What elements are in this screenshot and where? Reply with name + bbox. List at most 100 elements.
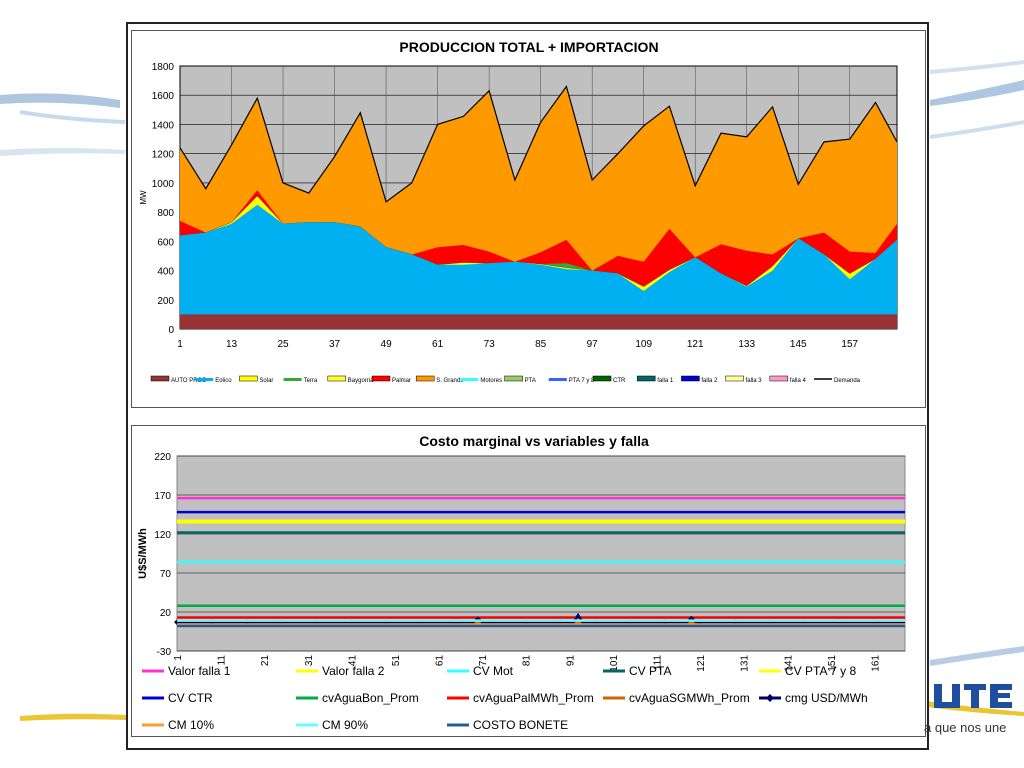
y-tick-label: 170 bbox=[154, 491, 171, 502]
x-tick-label: 109 bbox=[635, 339, 652, 350]
y-tick-label: 1800 bbox=[152, 62, 175, 73]
y-tick-label: -30 bbox=[157, 647, 172, 658]
legend-swatch bbox=[725, 375, 744, 382]
y-tick-label: 1400 bbox=[152, 120, 175, 131]
legend-label: cvAguaPalMWh_Prom bbox=[473, 691, 594, 705]
legend-label: CV Mot bbox=[473, 664, 514, 678]
legend-label: Motores bbox=[480, 378, 502, 384]
legend-label: cmg USD/MWh bbox=[785, 691, 868, 705]
y-tick-label: 0 bbox=[168, 325, 174, 336]
x-tick-label: 1 bbox=[173, 655, 184, 661]
legend-swatch bbox=[327, 375, 347, 382]
legend-label: Valor falla 2 bbox=[322, 664, 385, 678]
x-tick-label: 49 bbox=[381, 339, 393, 350]
x-tick-label: 81 bbox=[522, 655, 533, 667]
legend-label: Demanda bbox=[834, 378, 861, 384]
x-tick-label: 97 bbox=[587, 339, 599, 350]
legend-label: CM 90% bbox=[322, 718, 368, 732]
x-tick-label: 161 bbox=[870, 655, 881, 672]
marginal-cost-chart: Costo marginal vs variables y falla -30 20… bbox=[137, 433, 906, 732]
y-tick-label: 220 bbox=[154, 452, 171, 463]
y-tick-label: 1200 bbox=[152, 150, 175, 161]
x-tick-label: 133 bbox=[738, 339, 755, 350]
x-tick-label: 91 bbox=[565, 655, 576, 667]
legend-label: falla 2 bbox=[701, 378, 718, 384]
legend-label: CV PTA bbox=[629, 664, 671, 678]
y-tick-label: 70 bbox=[160, 569, 172, 580]
x-tick-label: 151 bbox=[827, 655, 838, 672]
legend-label: cvAguaSGMWh_Prom bbox=[629, 691, 750, 705]
legend-label: falla 3 bbox=[746, 378, 763, 384]
brand-tagline: a que nos une bbox=[924, 720, 1007, 735]
legend-label: S. Grande bbox=[436, 378, 464, 384]
y-tick-label: 1000 bbox=[152, 179, 175, 190]
legend-marker bbox=[766, 694, 774, 702]
legend-swatch bbox=[504, 375, 523, 382]
legend-label: Eolico bbox=[215, 378, 232, 384]
x-tick-label: 141 bbox=[783, 655, 794, 672]
y-tick-label: 800 bbox=[157, 208, 174, 219]
legend-label: AUTO PROD bbox=[171, 378, 207, 384]
legend-label: Terra bbox=[304, 378, 318, 384]
legend-label: Palmar bbox=[392, 378, 411, 384]
legend-swatch bbox=[283, 378, 302, 381]
legend-swatch bbox=[415, 375, 435, 382]
legend-swatch bbox=[592, 375, 612, 382]
y-axis-label: U$S/MWh bbox=[137, 528, 149, 579]
legend-label: Baygorria bbox=[348, 378, 374, 384]
x-tick-label: 37 bbox=[329, 339, 341, 350]
legend-swatch bbox=[681, 375, 700, 382]
production-chart: PRODUCCION TOTAL + IMPORTACION 0 200 400 600… bbox=[139, 39, 898, 384]
x-tick-label: 101 bbox=[609, 655, 620, 672]
legend-swatch bbox=[769, 375, 789, 382]
legend-label: CV CTR bbox=[168, 691, 213, 705]
legend-label: CV PTA 7 y 8 bbox=[785, 664, 856, 678]
x-tick-label: 31 bbox=[304, 655, 315, 667]
legend-label: PTA bbox=[525, 378, 536, 384]
x-tick-label: 61 bbox=[435, 655, 446, 667]
area-auto-prod bbox=[180, 314, 897, 329]
legend-label: falla 1 bbox=[657, 378, 674, 384]
x-tick-label: 157 bbox=[841, 339, 858, 350]
x-tick-label: 71 bbox=[478, 655, 489, 667]
x-tick-label: 13 bbox=[226, 339, 238, 350]
x-tick-label: 85 bbox=[535, 339, 547, 350]
x-tick-label: 51 bbox=[391, 655, 402, 667]
x-tick-label: 21 bbox=[260, 655, 271, 667]
area-eolico bbox=[180, 204, 897, 329]
y-tick-label: 400 bbox=[157, 267, 174, 278]
legend-label: falla 4 bbox=[790, 378, 807, 384]
y-tick-label: 600 bbox=[157, 237, 174, 248]
legend-label: CTR bbox=[613, 378, 626, 384]
legend-swatch bbox=[548, 378, 567, 381]
chart-title: Costo marginal vs variables y falla bbox=[419, 433, 649, 449]
legend-swatch bbox=[636, 375, 656, 382]
legend-swatch bbox=[150, 375, 170, 382]
legend-label: Solar bbox=[259, 378, 273, 384]
production-chart-panel: PRODUCCION TOTAL + IMPORTACION 0 200 400 600… bbox=[131, 30, 926, 408]
x-tick-label: 131 bbox=[740, 655, 751, 672]
legend-label: CM 10% bbox=[168, 718, 214, 732]
y-axis-label: MW bbox=[139, 190, 148, 205]
y-tick-label: 20 bbox=[160, 608, 172, 619]
legend-swatch bbox=[195, 378, 214, 381]
chart-title: PRODUCCION TOTAL + IMPORTACION bbox=[399, 39, 658, 55]
x-tick-label: 145 bbox=[790, 339, 807, 350]
x-tick-label: 25 bbox=[277, 339, 289, 350]
x-tick-label: 73 bbox=[484, 339, 496, 350]
company-logo bbox=[934, 684, 1012, 708]
x-tick-label: 121 bbox=[687, 339, 704, 350]
y-tick-label: 120 bbox=[154, 530, 171, 541]
legend-swatch bbox=[371, 375, 391, 382]
x-tick-label: 121 bbox=[696, 655, 707, 672]
legend-label: Valor falla 1 bbox=[168, 664, 231, 678]
y-tick-label: 1600 bbox=[152, 91, 175, 102]
legend-label: COSTO BONETE bbox=[473, 718, 568, 732]
marginal-cost-chart-panel: Costo marginal vs variables y falla -30 20… bbox=[131, 425, 926, 737]
line-demanda bbox=[179, 85, 898, 203]
x-tick-label: 61 bbox=[432, 339, 444, 350]
legend-label: PTA 7 y 8 bbox=[569, 378, 595, 384]
x-tick-label: 111 bbox=[653, 655, 664, 671]
x-tick-label: 11 bbox=[217, 655, 228, 666]
